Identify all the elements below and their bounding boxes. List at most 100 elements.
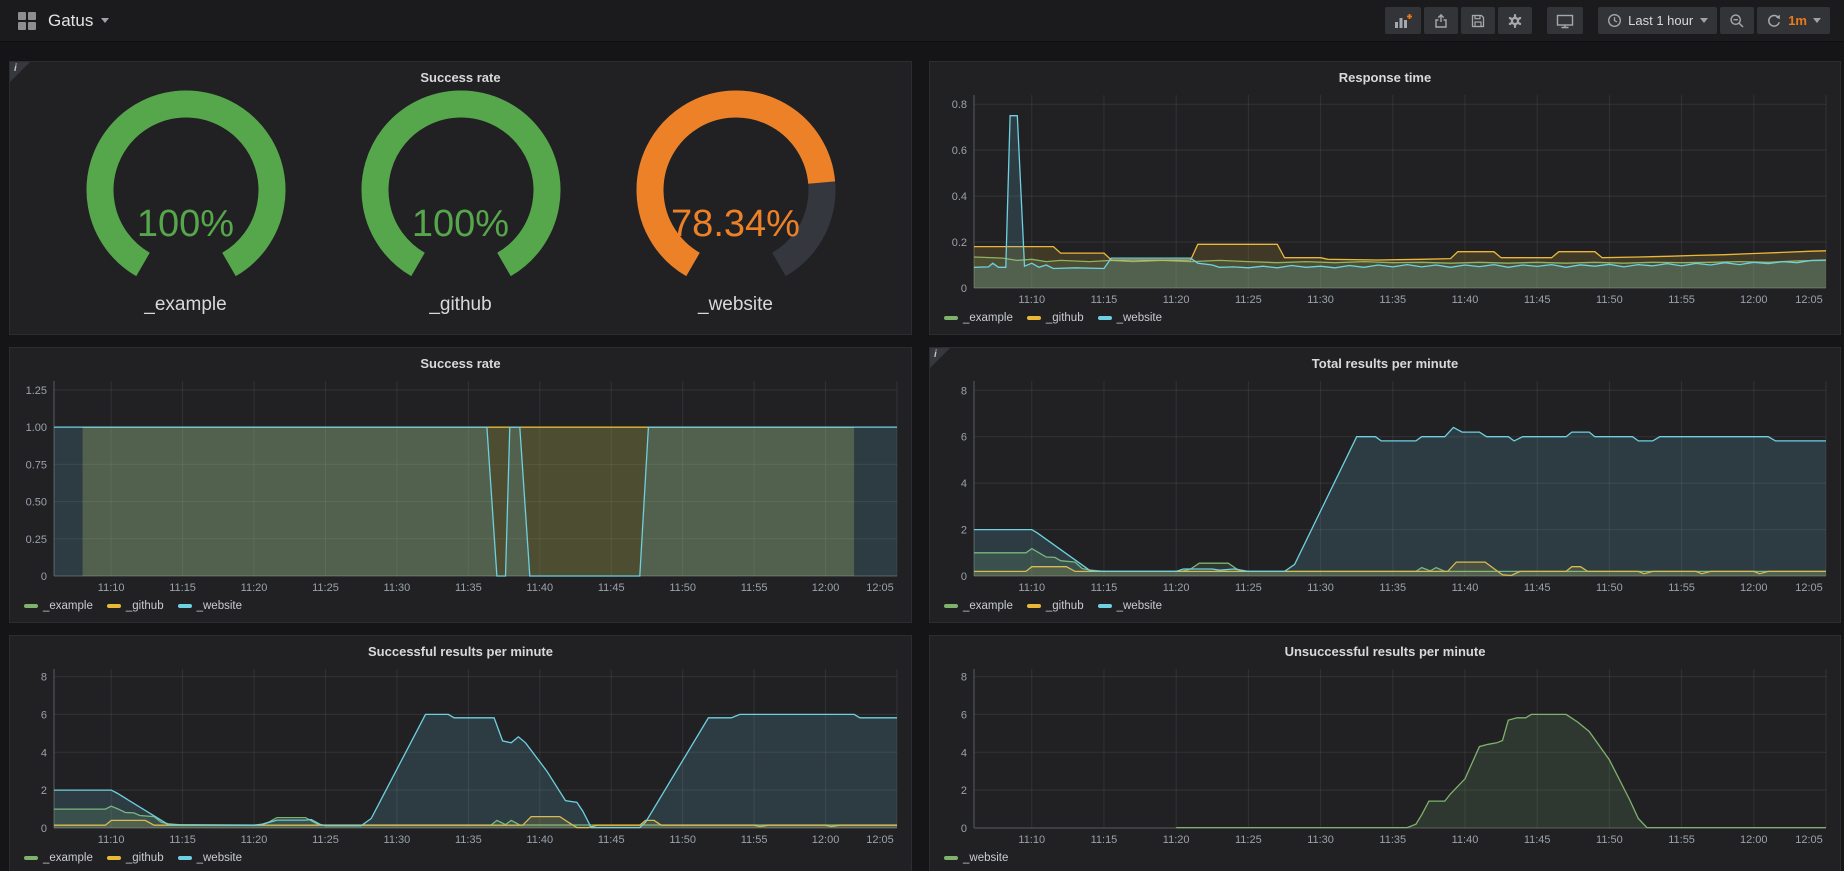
legend-item-_example[interactable]: _example <box>24 852 93 864</box>
svg-text:0: 0 <box>41 823 47 835</box>
svg-text:0.50: 0.50 <box>26 497 47 509</box>
panel-title[interactable]: Response time <box>1338 70 1432 85</box>
svg-text:11:40: 11:40 <box>1452 834 1479 846</box>
svg-text:11:40: 11:40 <box>526 834 553 846</box>
legend-color-dash <box>24 856 38 860</box>
successful-results-chart[interactable]: 0 2 4 6 8 11:10 11:15 11:20 11:25 11:30 11:35 11:40… <box>18 661 903 848</box>
add-panel-button[interactable] <box>1385 7 1422 34</box>
gauge-example: 100% _example <box>61 87 311 316</box>
legend-item-_example[interactable]: _example <box>944 600 1013 612</box>
legend-item-_github[interactable]: _github <box>1026 312 1084 324</box>
unsuccessful-results-chart[interactable]: 0 2 4 6 8 11:10 11:15 11:20 11:25 11:30 11:35 11:40… <box>938 661 1832 848</box>
legend-color-dash <box>24 604 38 608</box>
panel-success-rate-gauges: i Success rate 100% _example 100% _githu… <box>9 61 912 335</box>
panel-info-icon[interactable] <box>930 348 950 368</box>
gauge-label: _website <box>698 294 773 315</box>
svg-text:11:55: 11:55 <box>1668 582 1695 594</box>
legend-color-dash <box>1097 316 1112 320</box>
svg-text:1.25: 1.25 <box>26 385 47 397</box>
svg-text:0: 0 <box>961 571 967 583</box>
chevron-down-icon <box>1813 18 1821 23</box>
total-results-chart[interactable]: 0 2 4 6 8 11:10 11:15 11:20 11:25 11:30 11:35 11:40… <box>938 373 1832 596</box>
legend-item-_website[interactable]: _website <box>944 852 1008 864</box>
svg-text:12:00: 12:00 <box>812 834 840 846</box>
success-rate-chart[interactable]: 0 0.25 0.50 0.75 1.00 1.25 11:10 11:15 11:20 11:2… <box>18 373 903 596</box>
svg-text:12:05: 12:05 <box>1795 294 1823 306</box>
svg-text:11:15: 11:15 <box>1091 834 1118 846</box>
gauge-value: 100% <box>411 203 510 245</box>
legend-label: _example <box>43 852 93 864</box>
panel-title[interactable]: Total results per minute <box>1311 356 1459 371</box>
panel-response-time: Response time 0 0.2 0.4 0.6 0.8 11:10 11:15 11:… <box>929 61 1841 335</box>
gauge-arc-container <box>611 87 861 292</box>
legend-label: _github <box>1045 600 1084 612</box>
info-icon[interactable]: i <box>934 349 937 360</box>
dashboard-title-dropdown[interactable]: Gatus <box>48 11 110 31</box>
svg-text:11:45: 11:45 <box>598 582 625 594</box>
gear-icon <box>1508 13 1522 28</box>
panel-title[interactable]: Unsuccessful results per minute <box>1284 644 1486 659</box>
share-button[interactable] <box>1424 7 1459 34</box>
gauge-arc-container <box>61 87 311 292</box>
svg-text:12:05: 12:05 <box>866 834 894 846</box>
info-icon[interactable]: i <box>14 63 17 74</box>
panel-info-icon[interactable] <box>10 62 30 82</box>
svg-text:11:25: 11:25 <box>312 834 339 846</box>
panel-title[interactable]: Success rate <box>420 356 501 371</box>
legend-label: _website <box>196 600 242 612</box>
time-range-picker[interactable]: Last 1 hour <box>1598 7 1718 34</box>
legend-item-_website[interactable]: _website <box>177 600 242 612</box>
svg-text:0.8: 0.8 <box>952 99 967 111</box>
save-button[interactable] <box>1461 7 1496 34</box>
zoom-out-icon <box>1730 13 1744 27</box>
legend-color-dash <box>106 604 121 608</box>
legend-color-dash <box>106 856 121 860</box>
time-range-label: Last 1 hour <box>1628 13 1694 28</box>
legend-label: _website <box>963 852 1009 864</box>
refresh-picker[interactable]: 1m <box>1757 7 1830 34</box>
svg-text:12:00: 12:00 <box>1740 582 1768 594</box>
legend-label: _example <box>43 600 93 612</box>
svg-text:11:10: 11:10 <box>98 834 125 846</box>
svg-text:11:20: 11:20 <box>241 582 268 594</box>
chevron-down-icon <box>101 18 110 23</box>
svg-text:11:45: 11:45 <box>598 834 625 846</box>
svg-text:11:40: 11:40 <box>1452 582 1479 594</box>
svg-text:11:10: 11:10 <box>1018 834 1045 846</box>
zoom-out-button[interactable] <box>1720 7 1755 34</box>
svg-text:11:25: 11:25 <box>1235 834 1262 846</box>
gauge-value: 78.34% <box>671 203 800 245</box>
gauge-arc <box>636 90 835 277</box>
svg-text:11:30: 11:30 <box>1307 582 1334 594</box>
panel-title[interactable]: Success rate <box>420 70 501 85</box>
svg-text:12:05: 12:05 <box>1795 582 1823 594</box>
legend-item-_example[interactable]: _example <box>944 312 1013 324</box>
legend-item-_github[interactable]: _github <box>106 852 164 864</box>
monitor-icon <box>1556 14 1574 28</box>
legend-item-_github[interactable]: _github <box>1026 600 1084 612</box>
svg-text:8: 8 <box>961 385 967 397</box>
legend-item-_website[interactable]: _website <box>1097 312 1162 324</box>
legend-item-_website[interactable]: _website <box>1097 600 1162 612</box>
svg-text:11:50: 11:50 <box>1596 582 1623 594</box>
svg-text:11:10: 11:10 <box>1018 294 1045 306</box>
response-time-chart[interactable]: 0 0.2 0.4 0.6 0.8 11:10 11:15 11:20 11:25 11:30 11… <box>938 87 1832 308</box>
legend-color-dash <box>1026 604 1041 608</box>
svg-text:11:50: 11:50 <box>669 834 696 846</box>
svg-text:0: 0 <box>41 571 47 583</box>
panel-title[interactable]: Successful results per minute <box>368 644 553 659</box>
svg-text:11:35: 11:35 <box>1379 294 1406 306</box>
legend-item-_website[interactable]: _website <box>177 852 242 864</box>
gauge-value: 100% <box>136 203 235 245</box>
legend-item-_github[interactable]: _github <box>106 600 164 612</box>
legend-color-dash <box>177 856 192 860</box>
settings-button[interactable] <box>1498 7 1533 34</box>
gauge-github: 100% _github <box>336 87 586 316</box>
legend-color-dash <box>944 856 958 860</box>
tv-mode-button[interactable] <box>1547 7 1584 34</box>
legend-item-_example[interactable]: _example <box>24 600 93 612</box>
grafana-logo-grid-icon[interactable] <box>18 11 36 30</box>
svg-text:11:35: 11:35 <box>455 582 482 594</box>
panel-successful-results: Successful results per minute 0 2 4 6 8 11:10… <box>9 635 912 871</box>
svg-text:11:10: 11:10 <box>98 582 125 594</box>
